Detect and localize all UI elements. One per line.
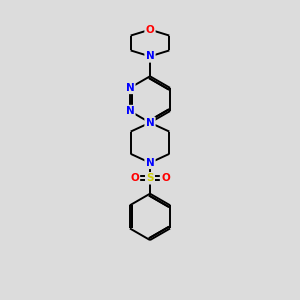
Text: O: O (161, 173, 170, 183)
Text: O: O (130, 173, 139, 183)
Text: N: N (125, 106, 134, 116)
Text: N: N (146, 51, 154, 62)
Text: O: O (146, 25, 154, 34)
Text: N: N (125, 83, 134, 93)
Text: N: N (146, 158, 154, 168)
Text: S: S (146, 173, 154, 183)
Text: N: N (146, 118, 154, 128)
